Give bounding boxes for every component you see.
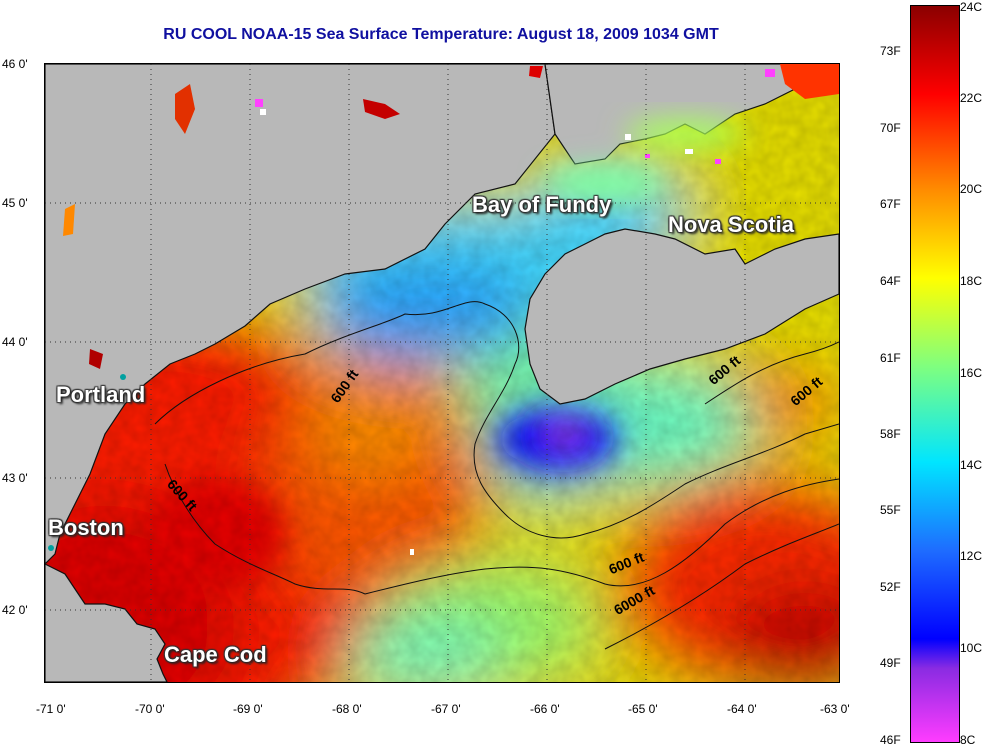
landmasses [45,64,839,682]
cb-f-61: 61F [880,351,901,365]
cb-f-70: 70F [880,121,901,135]
cb-c-18: 18C [960,274,983,288]
cb-f-46: 46F [880,733,901,747]
cb-f-67: 67F [880,197,901,211]
lon-label-70: -70 0' [135,702,165,716]
cb-f-73: 73F [880,44,901,58]
land-maine [45,64,556,565]
lon-label-71: -71 0' [36,702,66,716]
boston-marker[interactable] [48,545,54,551]
lon-label-65: -65 0' [628,702,658,716]
cb-c-20: 20C [960,182,983,196]
cloud-pixels [255,69,775,555]
portland-marker[interactable] [120,374,126,380]
land-massachusetts [45,563,168,682]
lat-label-43: 43 0' [2,471,28,485]
contour-600-georges [364,478,839,595]
depth-contours [154,301,839,650]
sst-map[interactable] [44,63,840,683]
lat-label-42: 42 0' [2,603,28,617]
temperature-colorbar [910,5,960,743]
lat-label-46: 46 0' [2,57,28,71]
cb-c-16: 16C [960,366,983,380]
cb-c-10: 10C [960,641,983,655]
contour-600-ns [704,341,839,405]
graticule [45,64,839,682]
cb-c-24: 24C [960,0,983,14]
contour-600-gulf [154,301,839,539]
coastal-patches [63,64,839,369]
lat-label-45: 45 0' [2,196,28,210]
label-nova-scotia: Nova Scotia [668,212,794,237]
cb-c-12: 12C [960,549,983,563]
cb-f-55: 55F [880,503,901,517]
cb-f-58: 58F [880,427,901,441]
lat-label-44: 44 0' [2,335,28,349]
label-portland: Portland [56,382,146,407]
contour-6000 [604,523,839,650]
label-boston: Boston [48,515,124,540]
cb-f-52: 52F [880,580,901,594]
contour-600-west [164,463,366,595]
lon-label-64: -64 0' [727,702,757,716]
label-bay-of-fundy: Bay of Fundy [472,192,612,217]
lon-label-63: -63 0' [820,702,850,716]
lon-label-68: -68 0' [332,702,362,716]
lon-label-67: -67 0' [431,702,461,716]
cb-f-49: 49F [880,656,901,670]
land-nova-scotia [524,228,839,405]
cb-c-22: 22C [960,91,983,105]
sst-map-canvas [45,64,839,682]
map-title: RU COOL NOAA-15 Sea Surface Temperature:… [163,26,719,43]
label-cape-cod: Cape Cod [164,642,267,667]
lon-label-69: -69 0' [233,702,263,716]
upper-bay-field [545,119,745,202]
cb-f-64: 64F [880,274,901,288]
cb-c-8: 8C [960,733,976,747]
lon-label-66: -66 0' [530,702,560,716]
cb-c-14: 14C [960,458,983,472]
